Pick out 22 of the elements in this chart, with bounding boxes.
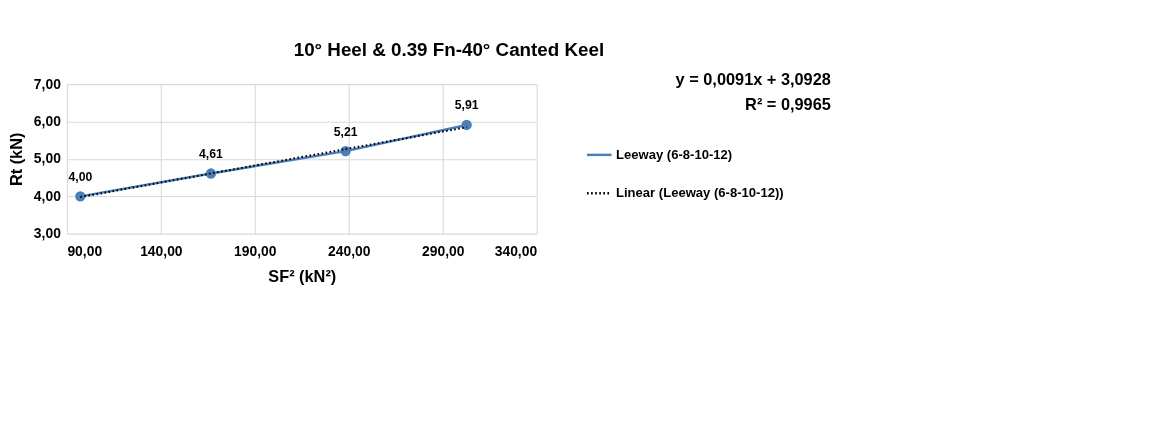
x-tick-label: 140,00 <box>140 243 183 260</box>
chart-title: 10° Heel & 0.39 Fn-40° Canted Keel <box>293 39 605 61</box>
text: y = 0,0091x + 3,0928 <box>675 70 831 89</box>
legend-label: Linear (Leeway (6-8-10-12)) <box>616 185 784 201</box>
x-tick-label: 240,00 <box>328 243 371 260</box>
data-label: 4,00 <box>68 169 93 184</box>
y-tick-label: 7,00 <box>33 75 62 92</box>
y-tick-label: 4,00 <box>33 187 62 204</box>
y-tick-label: 3,00 <box>33 225 62 242</box>
x-tick-label: 290,00 <box>421 243 465 260</box>
text: R² = 0,9965 <box>745 94 831 113</box>
y-axis-title: Rt (kN) <box>7 132 26 187</box>
data-label: 5,21 <box>333 124 358 139</box>
y-tick-label: 5,00 <box>33 150 62 167</box>
x-tick-label: 190,00 <box>234 243 277 260</box>
legend-label: Leeway (6-8-10-12) <box>616 146 733 162</box>
x-tick-label: 340,00 <box>494 243 538 260</box>
y-tick-label: 6,00 <box>33 113 62 130</box>
data-label: 5,91 <box>454 98 479 113</box>
x-axis-title: SF² (kN²) <box>268 266 337 285</box>
x-tick-label: 90,00 <box>67 243 103 260</box>
data-label: 4,61 <box>199 147 224 162</box>
